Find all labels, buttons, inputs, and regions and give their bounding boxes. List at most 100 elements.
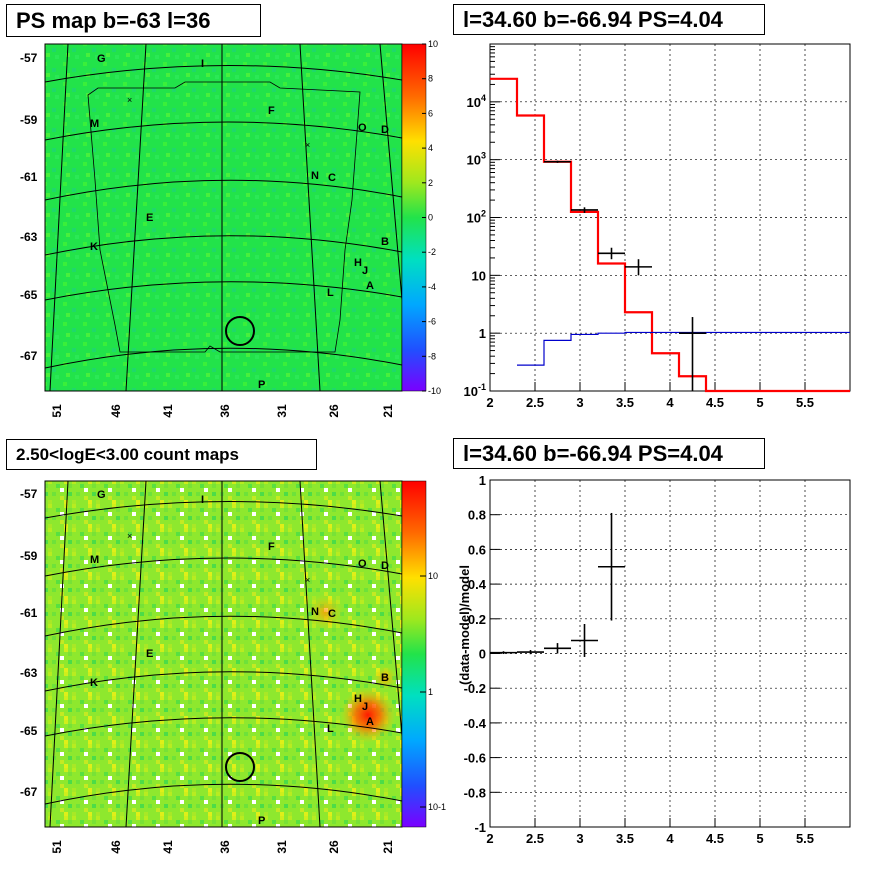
colorbar-tick-label: 8 [428, 74, 433, 84]
x-tick-label: 3.5 [616, 395, 634, 410]
data-point [544, 160, 571, 163]
y-tick-label: 0.4 [468, 577, 487, 592]
lat-tick-label: -65 [20, 288, 38, 302]
x-tick-label: 4 [666, 395, 674, 410]
x-tick-label: 4.5 [706, 831, 724, 846]
lon-tick-label: 36 [218, 840, 232, 854]
target-position-circle [225, 316, 255, 346]
colorbar-tick-label: -10 [428, 386, 441, 396]
residual-point [571, 624, 598, 657]
x-tick-label: 2.5 [526, 831, 544, 846]
colorbar-tick-label: 2 [428, 178, 433, 188]
source-label-a: A [366, 716, 374, 728]
lon-tick-label: 36 [218, 404, 232, 418]
source-label-o: O [358, 122, 367, 134]
lon-tick-label: 46 [109, 840, 123, 854]
ps-map-grid [45, 44, 402, 391]
lat-tick-label: -57 [20, 487, 38, 501]
residual-point [598, 512, 625, 621]
lon-tick-label: 41 [161, 840, 175, 854]
cross-marker: × [127, 95, 132, 105]
y-tick-label: 0.8 [468, 508, 486, 523]
source-label-d: D [381, 560, 389, 572]
spectrum-panel: 2 2.5 3 3.5 4 4.5 5 5.5 10-1 1 10 102 103 104 [464, 43, 851, 410]
data-point [625, 259, 652, 276]
lat-tick-label: -57 [20, 51, 38, 65]
source-label-i: I [201, 494, 204, 506]
model-histogram-line [490, 77, 850, 393]
source-label-n: N [311, 170, 319, 182]
warm-source-C [307, 594, 343, 630]
source-label-p: P [258, 379, 265, 391]
y-tick-label: -1 [474, 820, 486, 835]
source-label-b: B [381, 672, 389, 684]
y-tick-label: 102 [467, 209, 486, 226]
ps-map-title: PS map b=-63 l=36 [6, 4, 261, 37]
y-tick-label: 103 [467, 151, 486, 168]
y-tick-label: -0.2 [464, 681, 486, 696]
spectrum-title: l=34.60 b=-66.94 PS=4.04 [453, 4, 765, 35]
source-label-e: E [146, 648, 153, 660]
colorbar-tick-label: -2 [428, 247, 436, 257]
residual-title: l=34.60 b=-66.94 PS=4.04 [453, 438, 765, 469]
source-label-p: P [258, 815, 265, 827]
background-histogram-line [517, 331, 850, 366]
y-tick-label: 104 [467, 93, 486, 110]
lon-tick-label: 21 [381, 404, 395, 418]
colorbar-tick-label: 6 [428, 108, 433, 118]
residual-point [544, 643, 571, 654]
y-tick-label: 0.6 [468, 542, 486, 557]
y-tick-label: 0 [479, 647, 486, 662]
count-colorbar [401, 480, 427, 828]
x-tick-label: 3 [576, 831, 583, 846]
y-tick-label: -0.8 [464, 785, 486, 800]
source-label-n: N [311, 606, 319, 618]
lat-tick-label: -59 [20, 549, 38, 563]
lon-tick-label: 26 [327, 840, 341, 854]
cross-marker: × [305, 140, 310, 150]
x-tick-label: 5.5 [796, 831, 814, 846]
lon-tick-label: 51 [50, 404, 64, 418]
residual-y-axis-label: (data-model)/model [457, 565, 472, 685]
x-tick-label: 5.5 [796, 395, 814, 410]
colorbar-tick-label: 10 [428, 571, 438, 581]
y-tick-label: 1 [479, 326, 486, 341]
data-point [598, 247, 625, 260]
residual-point [490, 651, 517, 655]
x-tick-label: 4.5 [706, 395, 724, 410]
lon-tick-label: 26 [327, 404, 341, 418]
x-tick-label: 3 [576, 395, 583, 410]
count-map-panel: × × G I M F O D N C E K B HJ L A P 10 1 10-1 -57 -59 -61 -6… [20, 480, 446, 854]
source-label-l: L [327, 287, 334, 299]
data-point [571, 207, 598, 213]
source-label-l: L [327, 723, 334, 735]
source-label-e: E [146, 212, 153, 224]
source-label-h: H [354, 693, 362, 705]
source-label-g: G [97, 489, 106, 501]
source-label-o: O [358, 558, 367, 570]
source-label-f: F [268, 541, 275, 553]
source-label-k: K [90, 241, 98, 253]
lon-tick-label: 46 [109, 404, 123, 418]
lat-tick-label: -61 [20, 606, 38, 620]
lat-tick-label: -67 [20, 349, 38, 363]
lat-tick-label: -65 [20, 724, 38, 738]
source-label-b: B [381, 236, 389, 248]
source-label-c: C [328, 172, 336, 184]
x-tick-label: 2 [486, 395, 493, 410]
x-tick-label: 4 [666, 831, 674, 846]
colorbar-tick-label: 4 [428, 143, 433, 153]
colorbar-tick-label: -8 [428, 351, 436, 361]
lat-tick-label: -61 [20, 170, 38, 184]
source-label-a: A [366, 280, 374, 292]
colorbar-tick-label: 10-1 [428, 802, 446, 812]
lat-tick-label: -63 [20, 230, 38, 244]
lon-tick-label: 31 [275, 840, 289, 854]
y-tick-label: 10 [472, 268, 486, 283]
source-label-j: J [362, 265, 368, 277]
y-tick-label: -0.6 [464, 751, 486, 766]
colorbar-tick-label: -4 [428, 282, 436, 292]
source-label-d: D [381, 124, 389, 136]
